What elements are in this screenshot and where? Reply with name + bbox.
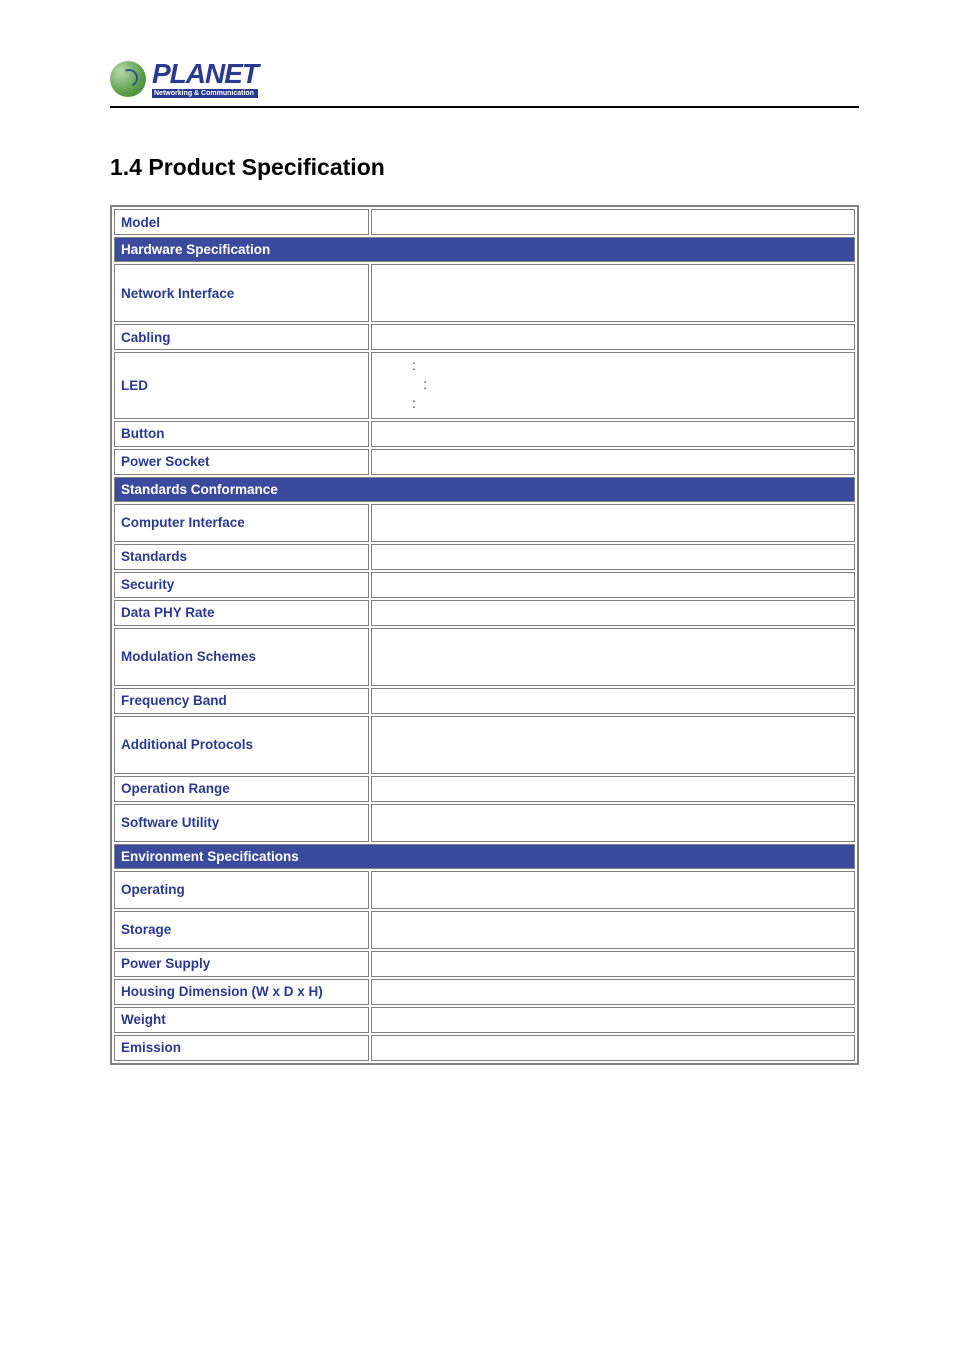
table-row: Additional Protocols (114, 716, 855, 774)
spec-label-cell: Operating (114, 871, 369, 909)
table-row: Modulation Schemes (114, 628, 855, 686)
spec-label-cell: LED (114, 352, 369, 419)
spec-value-cell: : :: (371, 352, 855, 419)
table-row: Standards (114, 544, 855, 570)
spec-label-cell: Frequency Band (114, 688, 369, 714)
spec-value-cell (371, 572, 855, 598)
spec-table-border: ModelHardware SpecificationNetwork Inter… (110, 205, 859, 1065)
spec-label-cell: Model (114, 209, 369, 235)
table-row: Weight (114, 1007, 855, 1033)
table-section-header: Environment Specifications (114, 844, 855, 869)
spec-label-cell: Security (114, 572, 369, 598)
table-section-header: Hardware Specification (114, 237, 855, 262)
header-divider (110, 106, 859, 108)
spec-value-cell (371, 544, 855, 570)
section-heading: 1.4 Product Specification (110, 154, 859, 181)
table-row: Button (114, 421, 855, 447)
table-section-header: Standards Conformance (114, 477, 855, 502)
spec-value-cell (371, 1007, 855, 1033)
table-row: Network Interface (114, 264, 855, 322)
spec-value-cell (371, 504, 855, 542)
spec-value-cell (371, 421, 855, 447)
spec-value-cell (371, 628, 855, 686)
table-row: Power Socket (114, 449, 855, 475)
spec-label-cell: Network Interface (114, 264, 369, 322)
spec-label-cell: Additional Protocols (114, 716, 369, 774)
spec-label-cell: Button (114, 421, 369, 447)
spec-label-cell: Weight (114, 1007, 369, 1033)
table-row: Model (114, 209, 855, 235)
table-row: Data PHY Rate (114, 600, 855, 626)
table-row: Emission (114, 1035, 855, 1061)
spec-label-cell: Power Socket (114, 449, 369, 475)
spec-value-cell (371, 209, 855, 235)
spec-label-cell: Cabling (114, 324, 369, 350)
spec-label-cell: Power Supply (114, 951, 369, 977)
planet-globe-icon (110, 61, 146, 97)
table-row: Power Supply (114, 951, 855, 977)
section-header-cell: Hardware Specification (114, 237, 855, 262)
spec-label-cell: Software Utility (114, 804, 369, 842)
spec-label-cell: Storage (114, 911, 369, 949)
spec-value-cell (371, 871, 855, 909)
table-row: Frequency Band (114, 688, 855, 714)
page-container: PLANET Networking & Communication 1.4 Pr… (0, 0, 954, 1125)
table-row: Software Utility (114, 804, 855, 842)
spec-label-cell: Computer Interface (114, 504, 369, 542)
spec-label-cell: Emission (114, 1035, 369, 1061)
spec-value-cell (371, 688, 855, 714)
spec-value-cell (371, 1035, 855, 1061)
spec-value-cell (371, 449, 855, 475)
section-header-cell: Standards Conformance (114, 477, 855, 502)
spec-value-cell (371, 911, 855, 949)
section-header-cell: Environment Specifications (114, 844, 855, 869)
spec-label-cell: Standards (114, 544, 369, 570)
table-row: Operation Range (114, 776, 855, 802)
table-row: Storage (114, 911, 855, 949)
table-row: Computer Interface (114, 504, 855, 542)
spec-value-cell (371, 716, 855, 774)
spec-value-cell (371, 324, 855, 350)
table-row: Operating (114, 871, 855, 909)
logo-tagline: Networking & Communication (152, 89, 258, 98)
spec-value-cell (371, 979, 855, 1005)
logo-text-block: PLANET Networking & Communication (152, 60, 258, 98)
spec-value-cell (371, 264, 855, 322)
header-logo: PLANET Networking & Communication (110, 60, 859, 98)
spec-label-cell: Operation Range (114, 776, 369, 802)
spec-label-cell: Housing Dimension (W x D x H) (114, 979, 369, 1005)
table-row: Security (114, 572, 855, 598)
spec-value-cell (371, 776, 855, 802)
logo-brand-name: PLANET (152, 60, 258, 88)
table-row: LED: :: (114, 352, 855, 419)
specification-table: ModelHardware SpecificationNetwork Inter… (112, 207, 857, 1063)
spec-value-cell (371, 951, 855, 977)
spec-value-cell (371, 600, 855, 626)
table-row: Cabling (114, 324, 855, 350)
table-row: Housing Dimension (W x D x H) (114, 979, 855, 1005)
spec-label-cell: Data PHY Rate (114, 600, 369, 626)
spec-value-cell (371, 804, 855, 842)
spec-label-cell: Modulation Schemes (114, 628, 369, 686)
